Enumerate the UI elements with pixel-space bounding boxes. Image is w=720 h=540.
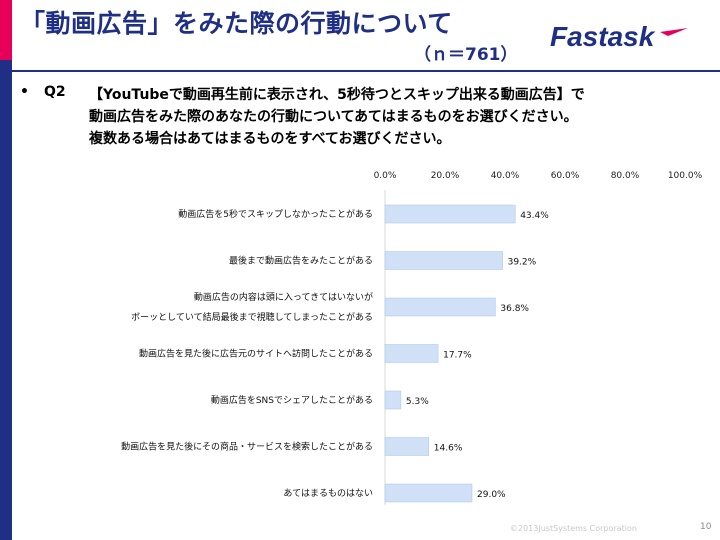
bar-chart: 0.0% 20.0% 40.0% 60.0% 80.0% 100.0% 43.4% 動画広告を… [121, 171, 703, 505]
x-tick-label: 100.0% [668, 171, 703, 181]
x-tick-label: 20.0% [431, 171, 460, 181]
x-tick-label: 40.0% [491, 171, 520, 181]
bar-value-label: 17.7% [443, 351, 472, 361]
category-label: 動画広告を5秒でスキップしなかったことがある [178, 208, 373, 220]
bar [384, 251, 503, 270]
x-tick-label: 80.0% [611, 171, 640, 181]
bar [384, 437, 430, 456]
category-label: 動画広告の内容は頭に入ってきてはいないが [194, 291, 373, 303]
bar [384, 297, 496, 317]
bar-value-label: 36.8% [500, 304, 529, 314]
category-label: 動画広告をSNSでシェアしたことがある [211, 394, 373, 406]
question-line-2: 動画広告をみた際のあなたの行動についてあてはまるものをお選びください。 [89, 109, 578, 125]
question-line-3: 複数ある場合はあてはまるものをすべてお選びください。 [89, 131, 451, 147]
question-line-1: 【YouTubeで動画再生前に表示され、5秒待つとスキップ出来る動画広告】で [89, 87, 585, 103]
category-label: あてはまるものはない [283, 488, 373, 499]
page-title: 「動画広告」をみた際の行動について [20, 9, 453, 38]
bar [384, 344, 439, 363]
bar [384, 204, 516, 224]
bar-value-label: 39.2% [508, 258, 537, 268]
category-label: 最後まで動画広告をみたことがある [229, 255, 373, 267]
bar [384, 483, 473, 503]
x-tick-label: 0.0% [374, 171, 397, 181]
x-tick-label: 60.0% [551, 171, 580, 181]
copyright: ©2013JustSystems Corporation [510, 524, 637, 533]
logo-text: Fastask [550, 21, 656, 52]
question-bullet: • [20, 84, 29, 100]
sample-size: （ｎ＝761） [414, 45, 518, 65]
left-accent-bar-top [0, 0, 12, 60]
bar [384, 390, 402, 410]
bar-value-label: 14.6% [434, 444, 463, 454]
bar-value-label: 43.4% [520, 211, 549, 221]
bar-value-label: 5.3% [406, 397, 429, 407]
left-accent-bar [0, 0, 12, 540]
category-label: 動画広告を見た後にその商品・サービスを検索したことがある [121, 441, 373, 453]
fastask-logo: Fastask [550, 21, 688, 52]
header-divider [12, 70, 720, 72]
page-number: 10 [700, 522, 712, 532]
category-label: 動画広告を見た後に広告元のサイトへ訪問したことがある [139, 348, 373, 360]
logo-swoosh [660, 28, 688, 36]
bar-value-label: 29.0% [477, 490, 506, 500]
question-number: Q2 [44, 84, 66, 100]
category-label: ボーッとしていて結局最後まで視聴してしまったことがある [131, 311, 373, 323]
